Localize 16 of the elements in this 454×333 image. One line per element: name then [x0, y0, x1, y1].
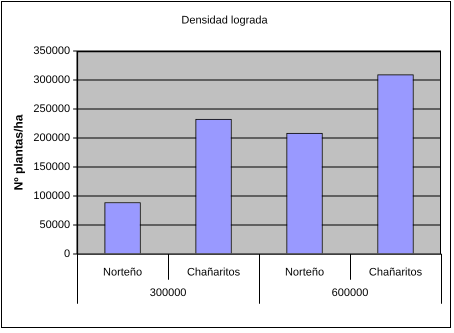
x-tick-label: Chañaritos	[186, 266, 241, 278]
y-tick-label: 0	[64, 248, 70, 260]
text: 600000	[332, 286, 368, 299]
y-tick-label: 250000	[33, 103, 70, 116]
y-tick-label: 100000	[33, 190, 70, 202]
chart-title: Densidad lograda	[181, 14, 268, 27]
y-tick-label: 150000	[33, 161, 70, 174]
y-tick-label: 350000	[33, 45, 70, 58]
x-tick-label: Norteño	[103, 266, 142, 278]
x-tick-label: Chañaritos	[368, 266, 423, 278]
text: 300000	[150, 286, 186, 299]
x-tick-label: Norteño	[284, 266, 324, 278]
y-tick-label: 200000	[33, 132, 70, 144]
y-axis-title: Nº plantas/ha	[12, 114, 26, 190]
y-tick-label: 50000	[40, 218, 70, 231]
y-tick-label: 300000	[33, 74, 70, 86]
